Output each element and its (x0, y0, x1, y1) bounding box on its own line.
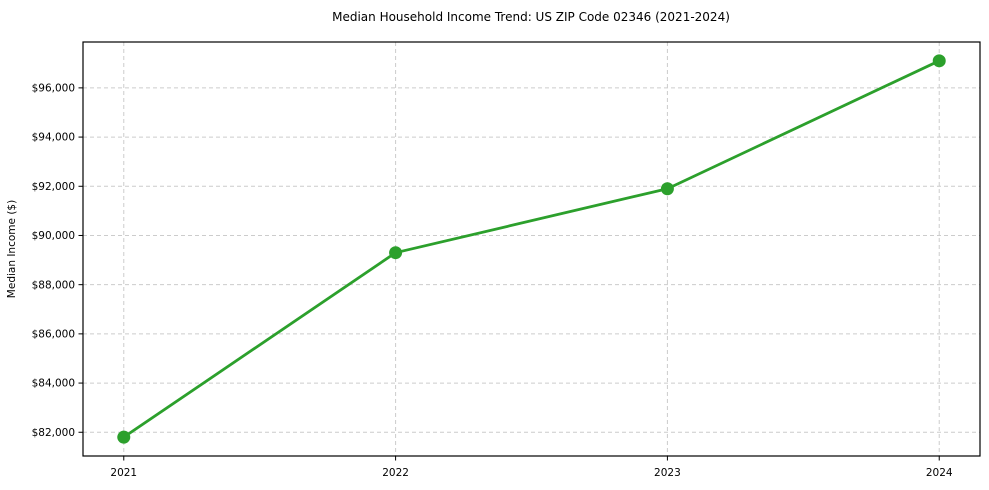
x-tick-label: 2022 (382, 467, 409, 479)
data-point-marker (389, 246, 403, 260)
plot-border (82, 41, 981, 457)
y-tick-label: $96,000 (32, 82, 75, 94)
gridlines-layer (83, 42, 980, 456)
y-tick-label: $90,000 (32, 230, 75, 242)
series-layer (117, 54, 946, 444)
ticks-layer (78, 87, 940, 461)
y-tick-label: $94,000 (32, 132, 75, 144)
axes-frame-layer (82, 41, 981, 457)
y-axis-label: Median Income ($) (6, 200, 18, 298)
x-tick-label: 2023 (654, 467, 681, 479)
x-tick-label: 2021 (110, 467, 137, 479)
x-tick-label: 2024 (926, 467, 953, 479)
data-point-marker (932, 54, 946, 68)
y-tick-label: $88,000 (32, 279, 75, 291)
tick-labels-layer: $82,000 $84,000 $86,000 $88,000 $90,000 $92,0… (32, 82, 953, 479)
data-point-marker (660, 182, 674, 196)
data-point-marker (117, 430, 131, 444)
income-trend-line (122, 59, 941, 439)
y-tick-label: $84,000 (32, 378, 75, 390)
y-tick-label: $92,000 (32, 181, 75, 193)
y-tick-label: $82,000 (32, 427, 75, 439)
y-tick-label: $86,000 (32, 328, 75, 340)
chart-title: Median Household Income Trend: US ZIP Co… (332, 10, 730, 24)
